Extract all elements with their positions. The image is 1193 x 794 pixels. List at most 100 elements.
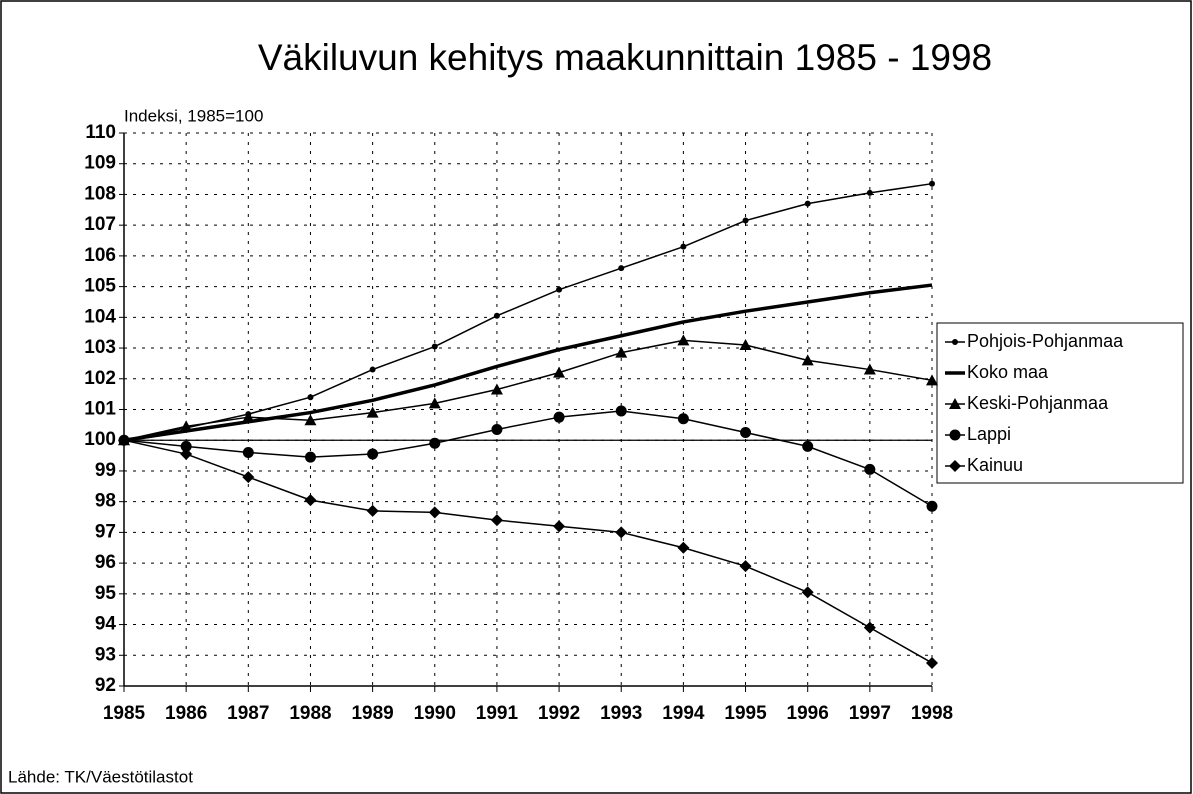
x-tick-label: 1995	[724, 703, 767, 724]
point	[180, 448, 193, 461]
point	[929, 180, 935, 187]
y-tick-label: 110	[85, 122, 116, 143]
point	[677, 413, 689, 425]
point	[431, 343, 438, 350]
point	[490, 514, 503, 527]
y-tick-label: 103	[84, 337, 116, 358]
point	[180, 420, 193, 432]
point	[242, 447, 254, 459]
point	[553, 520, 566, 533]
point	[618, 265, 625, 272]
point	[949, 398, 961, 409]
y-tick-label: 96	[95, 552, 116, 573]
point	[553, 411, 565, 423]
y-tick-label: 97	[95, 521, 116, 542]
point	[863, 363, 876, 375]
point	[742, 217, 749, 224]
x-tick-label: 1992	[538, 703, 580, 724]
x-tick-label: 1990	[414, 703, 456, 724]
point	[615, 346, 628, 358]
point	[680, 243, 687, 250]
point	[926, 656, 938, 669]
y-tick-label: 100	[84, 429, 116, 450]
legend-label: Pohjois-Pohjanmaa	[967, 331, 1124, 351]
point	[369, 366, 376, 373]
y-tick-label: 93	[95, 644, 116, 665]
point	[677, 334, 690, 346]
point	[615, 526, 628, 539]
point	[118, 434, 130, 447]
y-tick-label: 95	[95, 583, 117, 604]
point	[490, 383, 503, 395]
x-tick-label: 1989	[351, 703, 393, 724]
x-tick-label: 1986	[165, 703, 207, 724]
x-tick-label: 1997	[849, 703, 891, 724]
chart-title: Väkiluvun kehitys maakunnittain 1985 - 1…	[258, 37, 992, 78]
x-tick-label: 1998	[911, 703, 953, 724]
point	[366, 504, 379, 517]
x-tick-label: 1987	[227, 703, 269, 724]
point	[801, 354, 814, 366]
x-tick-label: 1993	[600, 703, 642, 724]
y-tick-label: 106	[84, 245, 116, 266]
point	[428, 506, 441, 519]
point	[556, 286, 563, 293]
y-tick-label: 99	[95, 460, 116, 481]
x-tick-label: 1988	[289, 703, 331, 724]
point	[739, 338, 752, 350]
y-tick-label: 94	[95, 614, 117, 635]
series-line	[123, 410, 933, 507]
legend-label: Kainuu	[967, 455, 1023, 475]
y-tick-label: 109	[84, 153, 116, 174]
y-tick-label: 101	[84, 399, 116, 420]
point	[949, 429, 961, 441]
point	[615, 405, 627, 417]
y-axis-label: Indeksi, 1985=100	[124, 106, 263, 125]
x-tick-label: 1994	[662, 703, 705, 724]
y-tick-label: 108	[84, 183, 116, 204]
point	[242, 411, 255, 423]
point	[804, 200, 811, 207]
point	[307, 394, 314, 401]
point	[242, 471, 255, 484]
point	[801, 586, 814, 599]
point	[553, 366, 566, 378]
point	[926, 374, 938, 386]
y-tick-label: 105	[84, 276, 116, 297]
point	[866, 189, 873, 196]
point	[428, 397, 441, 409]
point	[952, 339, 958, 345]
y-tick-label: 92	[95, 675, 116, 696]
x-tick-label: 1985	[103, 703, 146, 724]
y-tick-label: 104	[84, 306, 116, 327]
point	[949, 460, 961, 472]
point	[304, 494, 317, 507]
point	[493, 312, 500, 319]
point	[366, 406, 379, 418]
point	[740, 427, 752, 439]
source-note: Lähde: TK/Väestötilastot	[8, 767, 193, 786]
y-tick-label: 98	[95, 491, 116, 512]
point	[802, 440, 814, 452]
series-line	[123, 339, 933, 441]
x-tick-label: 1991	[476, 703, 519, 724]
point	[864, 463, 876, 475]
series-line	[123, 439, 933, 664]
point	[677, 541, 690, 554]
x-tick-label: 1996	[787, 703, 829, 724]
point	[926, 500, 938, 512]
legend-label: Koko maa	[967, 362, 1049, 382]
point	[491, 423, 503, 435]
point	[429, 437, 441, 449]
legend-label: Lappi	[967, 424, 1011, 444]
point	[367, 448, 379, 460]
series-line	[123, 283, 933, 442]
point	[304, 414, 317, 426]
legend-box	[936, 322, 1184, 484]
series-line	[123, 182, 933, 441]
y-tick-label: 102	[84, 368, 116, 389]
point	[739, 560, 752, 573]
point	[863, 621, 876, 634]
